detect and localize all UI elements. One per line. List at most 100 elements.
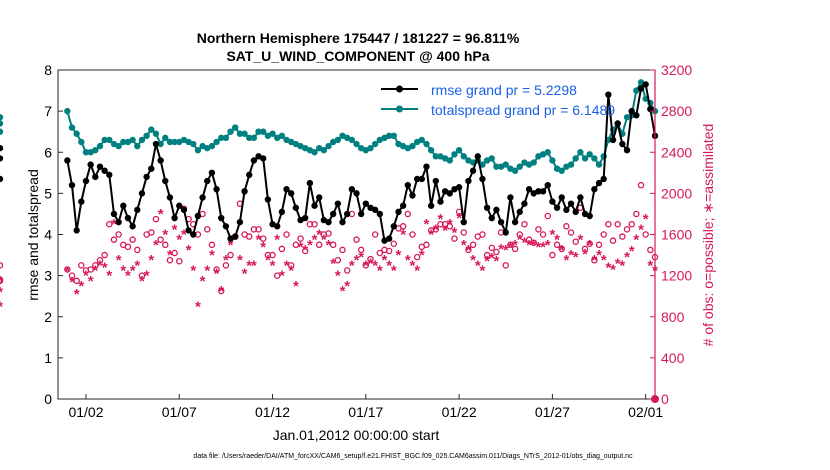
- obs-assimilated-point: *: [349, 257, 355, 274]
- obs-possible-point: [558, 245, 565, 253]
- obs-possible-point: [73, 277, 80, 285]
- left-tick-label: 3: [44, 268, 52, 284]
- rmse-point: [437, 198, 444, 205]
- rmse-point: [609, 136, 617, 144]
- obs-assimilated-point: *: [358, 249, 364, 266]
- rmse-point: [302, 214, 309, 222]
- obs-assimilated-point: *: [260, 239, 266, 256]
- obs-assimilated-point: *: [410, 257, 416, 274]
- x-axis-label: Jan.01,2012 00:00:00 start: [273, 427, 440, 443]
- right-tick-label: 0: [661, 391, 669, 407]
- right-tick-label: 400: [661, 350, 685, 366]
- obs-assimilated-point: *: [176, 232, 182, 249]
- obs-assimilated-point: *: [134, 257, 140, 274]
- x-tick-label: 01/22: [442, 404, 477, 420]
- rmse-point: [637, 85, 645, 92]
- obs-assimilated-point: *: [330, 255, 336, 272]
- rmse-point: [138, 190, 146, 197]
- obs-assimilated-point: *: [246, 257, 252, 274]
- obs-assimilated-point: *: [540, 239, 546, 256]
- obs-assimilated-point: *: [526, 237, 532, 254]
- obs-possible-point: [581, 245, 589, 253]
- rmse-point: [306, 179, 314, 187]
- obs-assimilated-point: *: [503, 242, 509, 259]
- obs-possible-point: [166, 256, 174, 264]
- obs-possible-point: [96, 256, 104, 264]
- rmse-point: [633, 112, 640, 119]
- obs-assimilated-point: *: [428, 227, 434, 244]
- obs-possible-point: [409, 231, 416, 238]
- totalspread-point: [0, 128, 4, 135]
- totalspread-point: [278, 132, 286, 140]
- left-axis-label: rmse and totalspread: [25, 169, 41, 301]
- obs-assimilated-point: *: [466, 242, 472, 259]
- totalspread-point: [148, 126, 155, 133]
- obs-assimilated-point: *: [106, 268, 112, 285]
- rmse-point: [567, 200, 575, 207]
- rmse-point: [190, 231, 197, 238]
- rmse-point: [614, 120, 621, 127]
- totalspread-point: [544, 149, 551, 156]
- obs-assimilated-point: *: [633, 232, 639, 249]
- totalspread-point: [194, 146, 202, 154]
- right-tick-label: 2000: [661, 185, 692, 201]
- obs-possible-point: [0, 277, 4, 285]
- rmse-point: [479, 175, 486, 183]
- totalspread-point: [106, 136, 113, 144]
- obs-assimilated-point: *: [209, 247, 215, 264]
- left-tick-label: 6: [44, 144, 52, 160]
- rmse-point: [432, 177, 439, 185]
- obs-assimilated-point: *: [391, 262, 397, 279]
- totalspread-point: [73, 130, 80, 137]
- right-tick-label: 3200: [661, 62, 692, 78]
- rmse-point: [572, 208, 579, 216]
- obs-assimilated-point: *: [162, 227, 168, 244]
- obs-assimilated-point: *: [340, 283, 346, 300]
- right-tick-label: 2800: [661, 103, 692, 119]
- obs-possible-point: [148, 229, 155, 236]
- obs-assimilated-point: *: [405, 252, 411, 269]
- obs-possible-point: [507, 241, 514, 249]
- totalspread-point: [325, 142, 332, 150]
- left-tick-label: 5: [44, 185, 52, 201]
- obs-possible-point: [623, 226, 631, 233]
- obs-possible-point: [334, 256, 342, 264]
- rmse-point: [311, 202, 318, 209]
- totalspread-point: [115, 142, 122, 150]
- rmse-point: [162, 177, 169, 185]
- obs-assimilated-point: *: [638, 221, 644, 238]
- rmse-point: [166, 194, 174, 201]
- x-tick-label: 01/17: [348, 404, 383, 420]
- rmse-point: [619, 140, 626, 148]
- obs-assimilated-point: *: [507, 239, 513, 256]
- obs-assimilated-point: *: [326, 237, 332, 254]
- totalspread-point: [353, 140, 360, 148]
- obs-assimilated-point: *: [377, 262, 383, 279]
- obs-assimilated-point: *: [200, 273, 206, 290]
- obs-assimilated-point: *: [153, 237, 159, 254]
- obs-assimilated-point: *: [74, 286, 80, 303]
- rmse-point: [544, 181, 551, 189]
- obs-possible-point: [68, 272, 76, 279]
- obs-assimilated-point: *: [535, 239, 541, 256]
- rmse-point: [455, 184, 463, 191]
- obs-assimilated-point: *: [531, 237, 537, 254]
- obs-possible-point: [152, 215, 160, 223]
- obs-possible-point: [600, 231, 607, 238]
- obs-assimilated-point: *: [582, 246, 588, 263]
- rmse-point: [82, 177, 90, 185]
- rmse-point: [642, 81, 649, 88]
- left-tick-label: 4: [44, 227, 52, 243]
- rmse-point: [549, 198, 556, 205]
- rmse-point: [92, 173, 99, 181]
- totalspread-point: [418, 136, 425, 144]
- obs-possible-point: [446, 223, 454, 230]
- obs-assimilated-point: *: [470, 252, 476, 269]
- obs-possible-point: [460, 229, 468, 236]
- obs-assimilated-point: *: [190, 262, 196, 279]
- rmse-point: [525, 186, 533, 193]
- rmse-point: [507, 194, 514, 201]
- obs-assimilated-point: *: [559, 242, 565, 259]
- left-tick-label: 8: [44, 62, 52, 78]
- rmse-point: [0, 155, 4, 162]
